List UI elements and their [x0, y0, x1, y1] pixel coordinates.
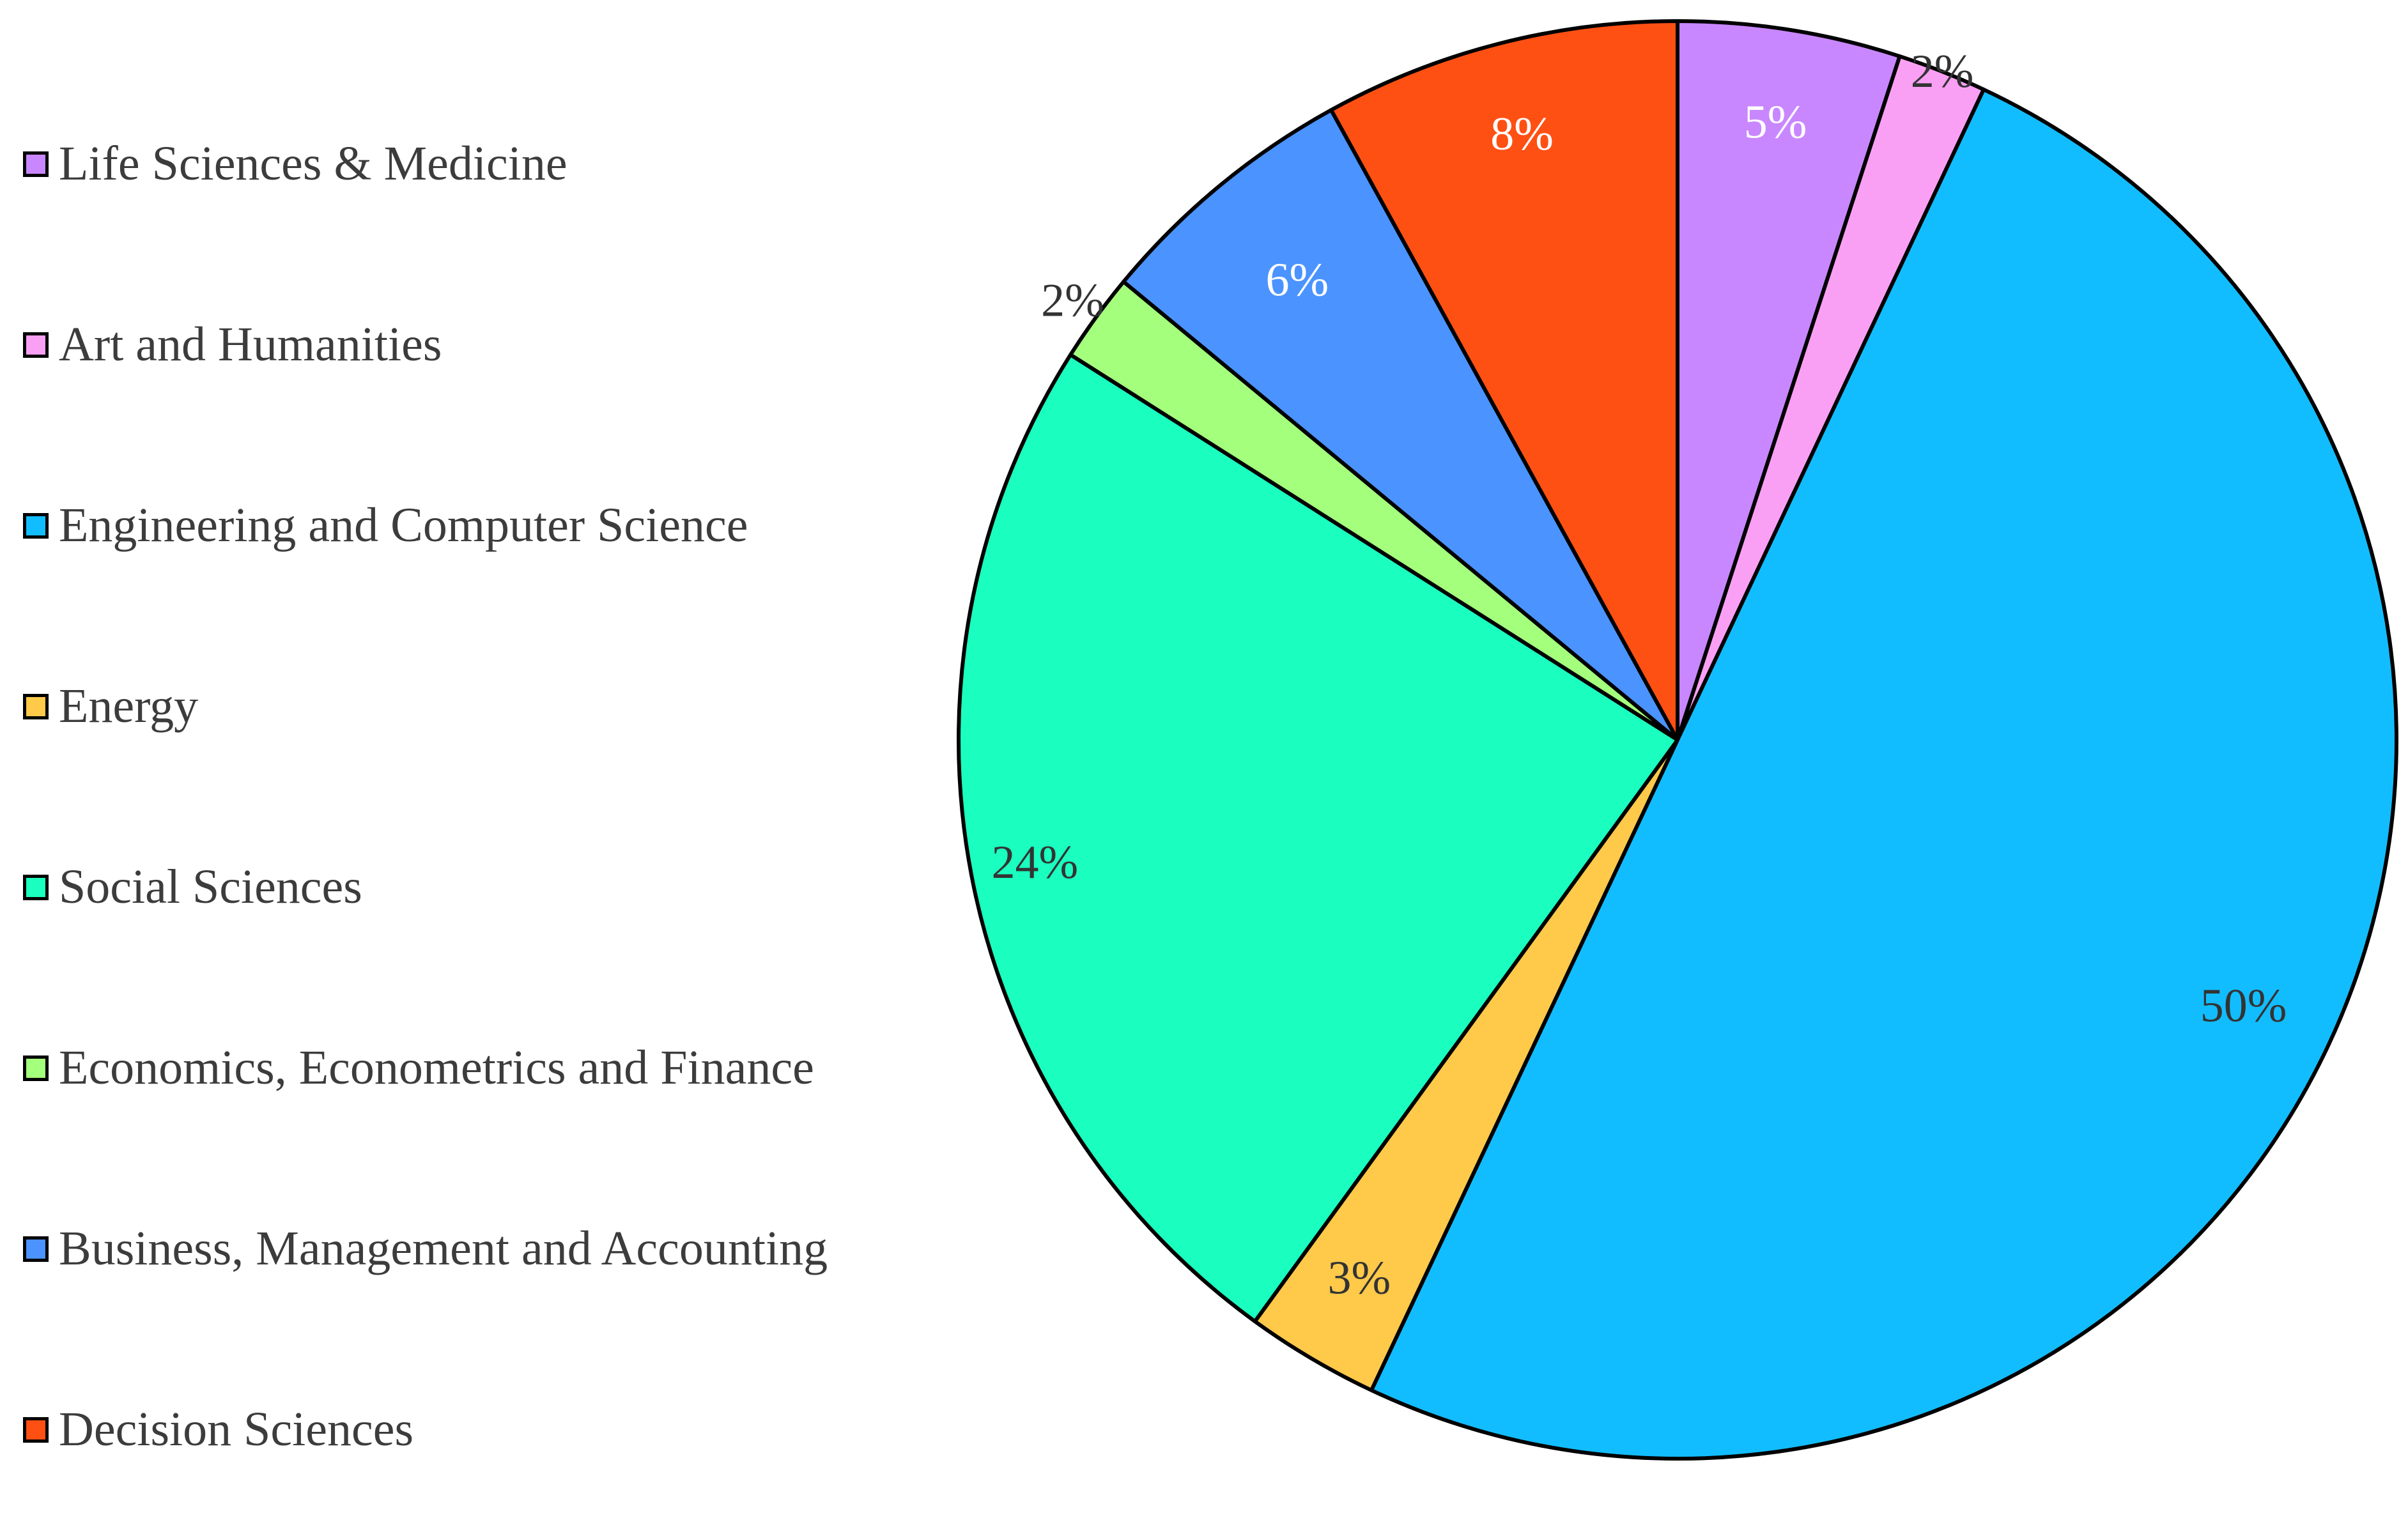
pie-slice-life-sciences-and-medicine — [1676, 19, 1902, 742]
slice-label-life-sciences-and-medicine: 5% — [1744, 96, 1807, 148]
slice-labels: 5% 2% 50% 3% 24% 2% 6% 8% — [992, 45, 2287, 1304]
legend-swatch — [23, 1416, 49, 1443]
slice-label-energy: 3% — [1327, 1252, 1391, 1304]
legend-item-engineering-and-computer-science: Engineering and Computer Science — [23, 435, 943, 616]
legend-item-life-sciences-and-medicine: Life Sciences & Medicine — [23, 73, 943, 254]
legend-swatch — [23, 874, 49, 900]
pie-slice-engineering-and-computer-science — [1371, 89, 2396, 1459]
pie-slice-art-and-humanities — [1676, 54, 1986, 742]
legend-item-decision-sciences: Decision Sciences — [23, 1339, 943, 1520]
legend-swatch — [23, 1236, 49, 1262]
legend-label: Social Sciences — [59, 860, 362, 914]
legend-swatch — [23, 693, 49, 719]
legend-label: Economics, Econometrics and Finance — [59, 1041, 814, 1094]
legend-label: Decision Sciences — [59, 1402, 414, 1456]
legend-swatch — [23, 1055, 49, 1081]
slice-label-engineering-and-computer-science: 50% — [2200, 980, 2287, 1033]
legend-swatch — [23, 512, 49, 539]
legend-label: Life Sciences & Medicine — [59, 137, 567, 190]
legend-item-social-sciences: Social Sciences — [23, 797, 943, 978]
pie-slice-business-management-and-accounting — [1122, 108, 1679, 742]
pie-slice-decision-sciences — [1329, 19, 1679, 742]
slice-label-business-management-and-accounting: 6% — [1265, 254, 1329, 307]
slice-label-art-and-humanities: 2% — [1911, 45, 1974, 98]
pie-slice-social-sciences — [957, 353, 1679, 1324]
slice-label-social-sciences: 24% — [992, 836, 1079, 889]
legend-item-business-management-and-accounting: Business, Management and Accounting — [23, 1158, 943, 1339]
pie-slices — [957, 19, 2396, 1459]
legend-label: Engineering and Computer Science — [59, 498, 748, 552]
legend-swatch — [23, 151, 49, 177]
legend-item-art-and-humanities: Art and Humanities — [23, 254, 943, 435]
legend-item-economics-econometrics-and-finance: Economics, Econometrics and Finance — [23, 978, 943, 1158]
legend-label: Energy — [59, 679, 199, 733]
slice-label-economics-econometrics-and-finance: 2% — [1041, 274, 1104, 326]
legend: Life Sciences & Medicine Art and Humaniti… — [23, 73, 943, 1520]
slice-label-decision-sciences: 8% — [1490, 108, 1554, 160]
legend-label: Business, Management and Accounting — [59, 1222, 828, 1275]
legend-item-energy: Energy — [23, 616, 943, 797]
pie-chart: 5% 2% 50% 3% 24% 2% 6% 8% — [957, 19, 2408, 1479]
legend-swatch — [23, 332, 49, 358]
legend-label: Art and Humanities — [59, 318, 442, 371]
